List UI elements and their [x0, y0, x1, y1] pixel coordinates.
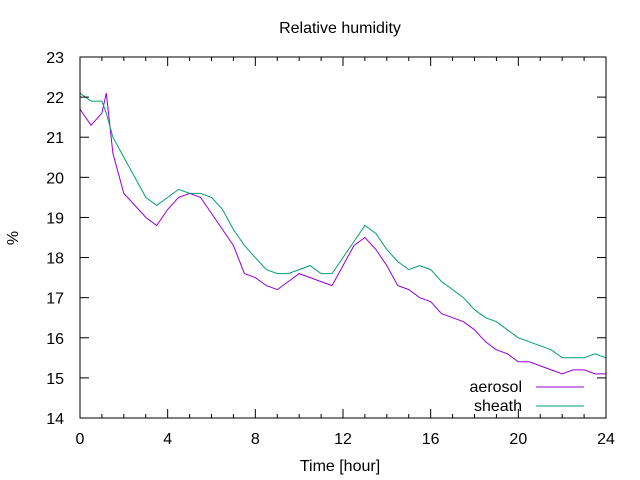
y-axis-label: % — [5, 231, 22, 245]
y-tick-label: 16 — [46, 331, 64, 348]
x-tick-label: 0 — [76, 431, 85, 448]
plot-frame — [79, 56, 607, 419]
series-line-sheath — [79, 92, 607, 359]
chart-title: Relative humidity — [279, 20, 401, 37]
x-tick-label: 20 — [509, 431, 527, 448]
y-tick-label: 14 — [46, 411, 64, 428]
y-tick-label: 15 — [46, 371, 64, 388]
series-layer — [79, 92, 607, 375]
x-tick-label: 8 — [251, 431, 260, 448]
y-tick-label: 22 — [46, 90, 64, 107]
legend: aerosol sheath — [470, 379, 584, 415]
legend-label-sheath: sheath — [474, 398, 522, 415]
x-tick-label: 12 — [334, 431, 352, 448]
x-tick-label: 16 — [422, 431, 440, 448]
y-tick-label: 19 — [46, 210, 64, 227]
x-axis-label: Time [hour] — [300, 458, 380, 475]
x-tick-label: 4 — [163, 431, 172, 448]
y-tick-label: 21 — [46, 130, 64, 147]
axis-layer: 0 4 8 12 16 20 24 14 15 16 17 18 19 20 21 22 23 — [46, 50, 615, 448]
x-tick-label: 24 — [597, 431, 615, 448]
y-tick-label: 23 — [46, 50, 64, 67]
legend-label-aerosol: aerosol — [470, 379, 522, 396]
y-tick-label: 17 — [46, 291, 64, 308]
series-line-aerosol — [79, 92, 606, 375]
y-tick-label: 18 — [46, 251, 64, 268]
y-tick-label: 20 — [46, 170, 64, 187]
